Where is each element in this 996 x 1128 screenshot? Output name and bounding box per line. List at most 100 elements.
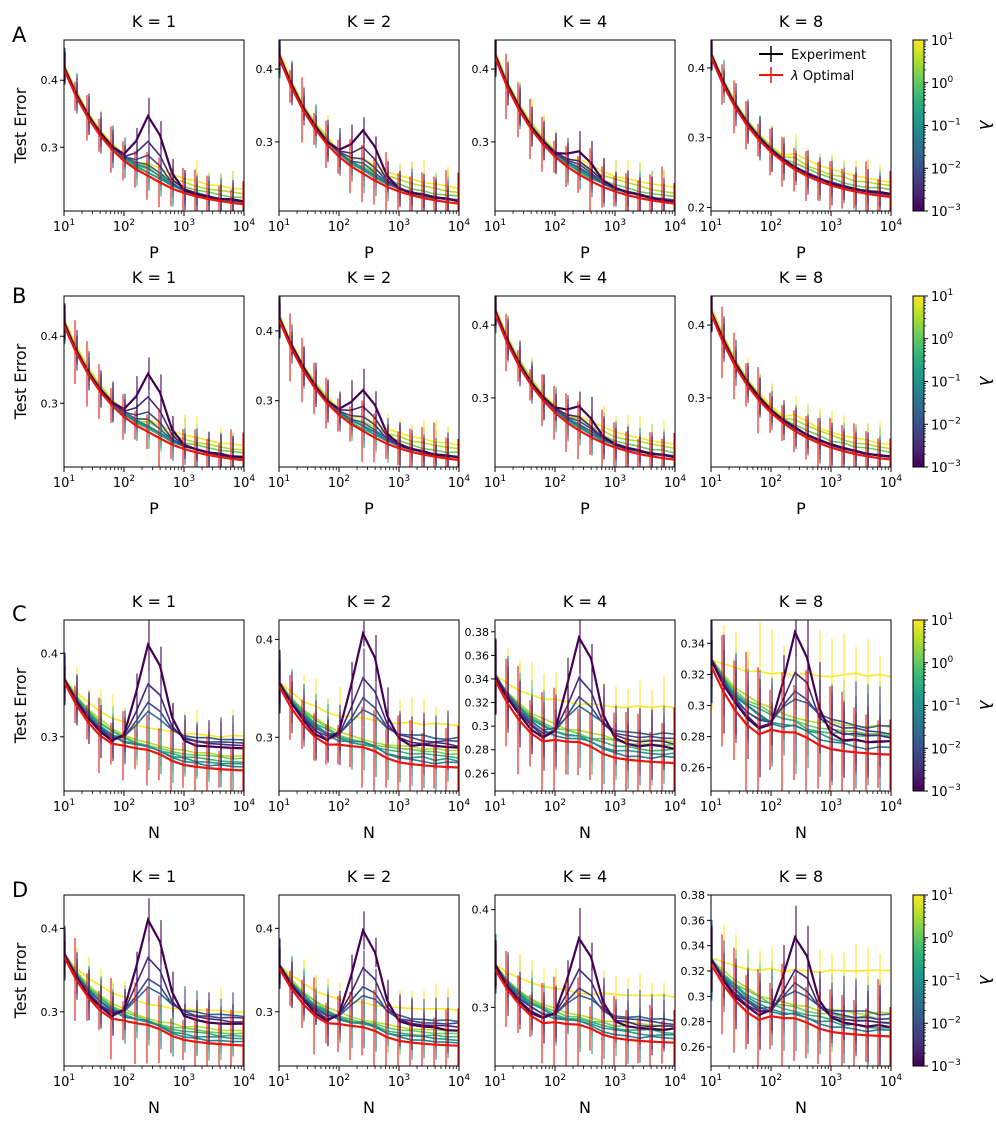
series-line-optimal	[279, 57, 459, 205]
y-tick-label: 0.34	[681, 940, 706, 953]
colorbar-tick-label: 100	[931, 75, 954, 92]
y-tick-label: 0.4	[41, 922, 59, 935]
subplot-A-1: K = 1 101 102 103 104 P 0.3 0.4	[41, 12, 256, 262]
series-line-lambda-7	[495, 676, 675, 747]
series-line-lambda-0	[495, 54, 675, 203]
series-line-lambda-3	[711, 958, 891, 1016]
colorbar-tick-label: 101	[931, 32, 953, 49]
y-tick-label: 0.28	[681, 731, 706, 744]
x-tick-label: 104	[880, 474, 903, 491]
series-line-lambda-4	[64, 322, 244, 460]
panel-letter-C: C	[12, 602, 27, 626]
plot-area	[495, 907, 675, 1066]
plot-area	[711, 905, 891, 1066]
series-line-optimal	[711, 56, 891, 199]
x-tick-label: 104	[880, 1073, 903, 1090]
plot-area	[279, 620, 459, 791]
x-tick-label: 103	[820, 1073, 842, 1090]
y-tick-label: 0.36	[465, 649, 490, 662]
axes-frame	[63, 619, 245, 792]
subplot-A-3: K = 4 101 102 103 104 P 0.3 0.4	[472, 12, 687, 262]
axes-frame	[494, 619, 676, 792]
series-line-lambda-5	[495, 54, 675, 203]
plot-area	[495, 620, 675, 791]
series-line-lambda-6	[64, 66, 244, 203]
subplot-title: K = 4	[563, 268, 607, 287]
series-line-lambda-7	[64, 952, 244, 1035]
x-tick-label: 102	[113, 218, 135, 235]
axes-frame	[278, 39, 460, 212]
x-tick-label: 102	[760, 218, 782, 235]
y-tick-label: 0.3	[41, 141, 59, 154]
series-line-lambda-9	[64, 678, 244, 739]
x-tick-label: 103	[388, 798, 410, 815]
series-line-lambda-9	[279, 964, 459, 1012]
subplot-D-1: K = 1 101 102 103 104 N 0.3 0.4	[41, 867, 256, 1117]
colorbar-tick-label: 10−3	[931, 459, 961, 476]
y-tick-label: 0.4	[256, 922, 274, 935]
series-line-optimal	[64, 69, 244, 206]
y-tick-label: 0.4	[472, 319, 490, 332]
x-tick-label: 104	[233, 474, 256, 491]
y-tick-label: 0.4	[41, 647, 59, 660]
legend-experiment-label: Experiment	[791, 48, 866, 63]
x-tick-label: 103	[604, 474, 626, 491]
x-axis-label: N	[795, 823, 807, 842]
series-line-lambda-0	[495, 309, 675, 459]
x-tick-label: 104	[233, 798, 256, 815]
series-line-optimal	[279, 967, 459, 1047]
series-line-lambda-0	[495, 634, 675, 751]
series-line-lambda-5	[711, 311, 891, 459]
colorbar-label: λ	[975, 699, 995, 710]
subplot-title: K = 8	[779, 268, 823, 287]
series-line-lambda-8	[64, 676, 244, 758]
x-axis-label: P	[580, 499, 590, 518]
subplot-title: K = 4	[563, 12, 607, 31]
y-tick-label: 0.3	[472, 392, 490, 405]
axes-frame	[494, 894, 676, 1067]
subplot-D-3: K = 4 101 102 103 104 N 0.3 0.4	[472, 867, 687, 1117]
series-line-lambda-4	[279, 54, 459, 203]
colorbar-tick-label: 10−1	[931, 374, 961, 391]
y-tick-label: 0.3	[472, 1001, 490, 1014]
subplot-title: K = 8	[779, 12, 823, 31]
panel-letter-D: D	[12, 878, 28, 902]
series-line-lambda-1	[495, 310, 675, 459]
x-axis-label: P	[364, 243, 374, 262]
series-line-lambda-8	[495, 675, 675, 743]
subplot-title: K = 1	[132, 592, 176, 611]
series-line-lambda-3	[64, 65, 244, 202]
x-tick-label: 101	[53, 1073, 75, 1090]
x-tick-label: 101	[484, 218, 506, 235]
y-tick-label: 0.4	[256, 634, 274, 647]
x-axis-label: P	[796, 243, 806, 262]
y-tick-label: 0.3	[688, 392, 706, 405]
subplot-B-1: K = 1 101 102 103 104 P 0.3 0.4	[41, 268, 256, 518]
series-line-lambda-0	[279, 927, 459, 1032]
colorbar-gradient	[912, 295, 925, 468]
series-line-lambda-8	[64, 953, 244, 1032]
series-line-optimal	[495, 57, 675, 205]
x-tick-label: 103	[388, 474, 410, 491]
x-tick-label: 101	[700, 798, 722, 815]
y-tick-label: 0.28	[681, 1016, 706, 1029]
series-line-lambda-3	[64, 677, 244, 741]
series-line-lambda-9	[495, 305, 675, 446]
subplot-C-3: K = 4 101 102 103 104 N 0.26 0.28 0.3 0.32 0.34 0.3…	[465, 592, 687, 842]
y-tick-label: 0.32	[465, 697, 490, 710]
series-line-lambda-4	[495, 676, 675, 760]
series-line-lambda-7	[64, 677, 244, 760]
colorbar-tick-label: 10−2	[931, 740, 961, 757]
series-line-lambda-9	[64, 953, 244, 1014]
series-line-lambda-5	[279, 964, 459, 1042]
series-line-optimal	[279, 319, 459, 462]
series-line-lambda-2	[711, 958, 891, 1021]
legend-optimal-label: λ Optimal	[790, 69, 854, 84]
y-tick-label: 0.26	[465, 767, 490, 780]
axes-frame	[710, 894, 892, 1067]
series-line-lambda-3	[279, 681, 459, 741]
x-axis-label: P	[796, 499, 806, 518]
x-tick-label: 102	[760, 1073, 782, 1090]
subplot-title: K = 4	[563, 592, 607, 611]
series-line-lambda-0	[711, 311, 891, 458]
